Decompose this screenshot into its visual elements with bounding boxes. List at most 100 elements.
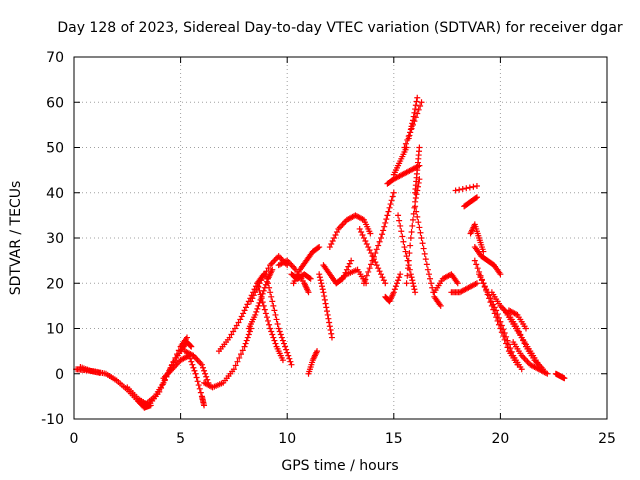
series-track-23 — [382, 271, 404, 305]
data-point — [230, 366, 237, 373]
data-point — [375, 242, 382, 249]
data-point — [269, 298, 276, 305]
data-point — [305, 289, 312, 296]
data-point — [242, 304, 249, 311]
data-point — [412, 195, 419, 202]
data-point — [274, 320, 281, 327]
data-point — [255, 302, 262, 309]
series-track-07 — [201, 325, 254, 391]
data-point — [379, 231, 386, 238]
data-point — [249, 295, 256, 302]
data-point — [316, 244, 323, 251]
data-point — [328, 241, 335, 248]
data-point — [255, 284, 262, 291]
data-point — [369, 257, 376, 264]
data-point — [415, 219, 422, 226]
series-track-32 — [431, 271, 461, 296]
data-point — [244, 301, 251, 308]
data-point — [412, 102, 419, 109]
data-point — [481, 283, 488, 290]
data-point — [333, 228, 340, 235]
series-track-11 — [254, 280, 286, 364]
data-point — [418, 235, 425, 241]
data-point — [269, 331, 276, 338]
x-tick-label: 20 — [491, 431, 509, 447]
data-point — [471, 257, 478, 264]
series-track-26 — [395, 212, 419, 296]
data-point — [389, 193, 396, 200]
y-tick-label: 60 — [46, 95, 64, 111]
data-point — [487, 295, 494, 302]
data-point — [272, 311, 279, 318]
data-point — [493, 314, 500, 321]
data-point — [412, 203, 419, 210]
data-point — [375, 265, 382, 272]
data-point — [242, 340, 249, 347]
data-point — [316, 274, 323, 281]
data-point — [192, 370, 199, 377]
data-point — [501, 330, 508, 337]
data-point — [422, 256, 429, 263]
data-point — [276, 328, 283, 335]
data-point — [384, 212, 391, 219]
data-point — [320, 289, 327, 296]
data-point — [326, 244, 333, 251]
data-point — [322, 300, 329, 307]
y-tick-label: -10 — [41, 412, 64, 428]
data-point — [405, 257, 412, 264]
data-point — [386, 204, 393, 211]
series-track-27 — [401, 99, 425, 151]
data-point — [324, 311, 331, 318]
data-point — [263, 314, 270, 321]
data-point — [380, 227, 387, 234]
data-point — [376, 268, 383, 275]
data-point — [288, 361, 295, 368]
data-point — [419, 240, 426, 247]
data-point — [202, 370, 209, 377]
data-point — [409, 277, 416, 284]
data-point — [188, 343, 195, 350]
data-point — [473, 280, 480, 287]
data-point — [478, 277, 485, 284]
data-point — [195, 382, 202, 389]
data-point — [270, 334, 277, 341]
data-point — [306, 274, 313, 281]
data-point — [265, 280, 272, 287]
data-point — [398, 228, 405, 235]
data-point — [412, 289, 419, 296]
data-point — [486, 292, 493, 299]
data-point — [263, 275, 270, 282]
data-point — [491, 304, 498, 311]
y-tick-label: 70 — [46, 50, 64, 66]
series-track-42 — [505, 307, 529, 332]
data-point — [409, 117, 416, 124]
data-point — [407, 129, 414, 136]
data-point — [277, 331, 284, 338]
data-point — [476, 271, 483, 278]
data-point — [252, 311, 259, 318]
series-track-33 — [448, 280, 480, 296]
data-point — [257, 291, 264, 298]
data-point — [396, 274, 403, 281]
data-point — [275, 325, 282, 332]
data-point — [283, 346, 290, 353]
data-point — [561, 375, 568, 382]
series-track-41 — [501, 307, 542, 368]
data-point — [279, 337, 286, 344]
data-point — [278, 334, 285, 341]
data-point — [236, 354, 243, 361]
data-point — [279, 357, 286, 364]
data-point — [234, 358, 241, 365]
data-point — [363, 241, 370, 248]
data-point — [231, 325, 238, 332]
data-point — [240, 310, 247, 317]
data-point — [500, 326, 507, 333]
data-point — [228, 331, 235, 338]
y-tick-label: 0 — [55, 367, 64, 383]
series-track-30 — [412, 144, 423, 196]
data-point — [405, 265, 412, 272]
data-point — [281, 340, 288, 347]
data-point — [318, 280, 325, 287]
data-point — [518, 366, 525, 373]
data-point — [452, 187, 459, 194]
